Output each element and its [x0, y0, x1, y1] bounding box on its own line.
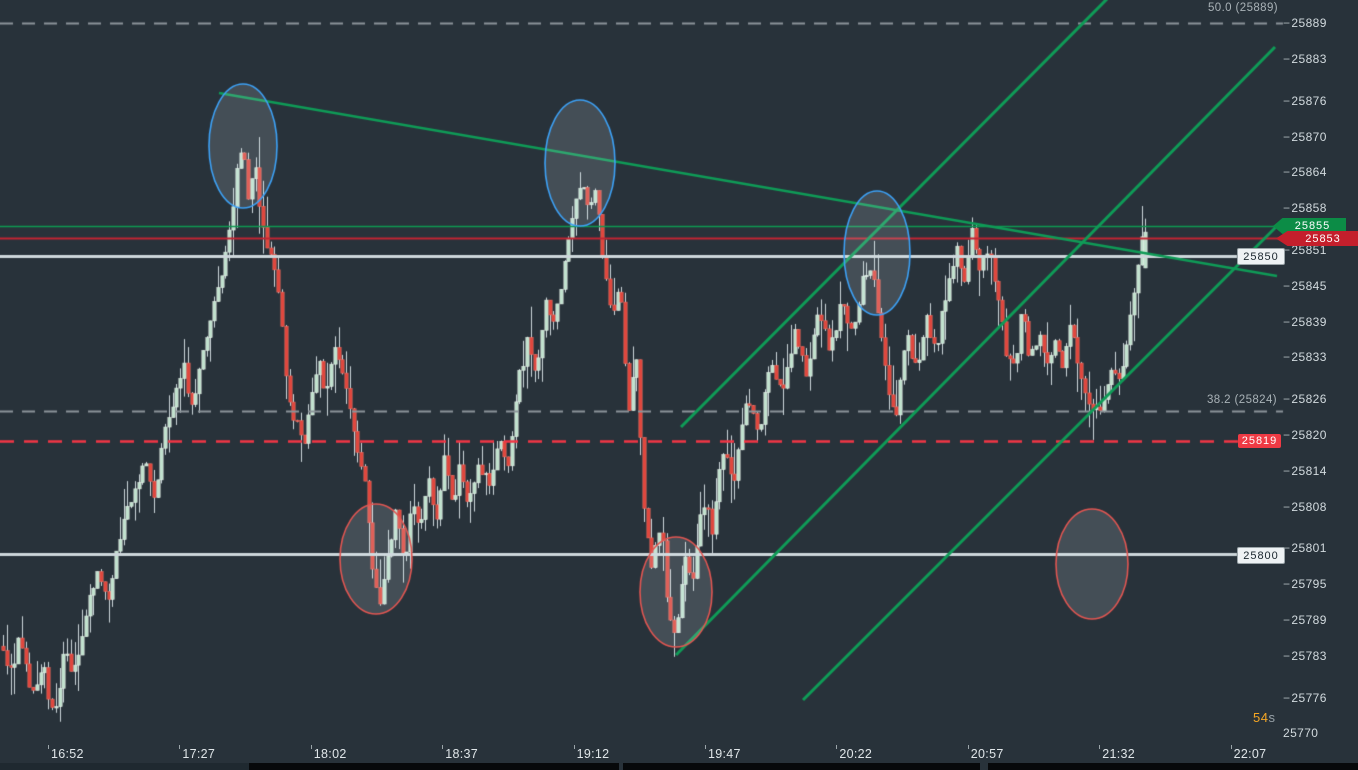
price-axis-tick: −	[1283, 350, 1291, 365]
price-axis-tick: −	[1283, 463, 1291, 478]
time-axis-tick	[705, 745, 706, 749]
time-axis-tick	[179, 745, 181, 749]
time-axis-tick	[573, 745, 575, 749]
time-axis-tick	[836, 745, 838, 749]
time-axis-label: 18:02	[313, 747, 347, 761]
time-axis-tick	[48, 745, 49, 749]
time-axis-label: 19:12	[576, 747, 610, 761]
time-axis-label: 16:52	[51, 747, 84, 761]
price-axis-label: −25851	[1283, 243, 1327, 258]
bottom-bar-segment	[623, 763, 980, 770]
price-axis-tick: −	[1283, 427, 1291, 442]
bar-countdown-value: 54	[1253, 710, 1269, 725]
price-axis-tick: −	[1283, 577, 1291, 592]
price-axis-label: −25858	[1283, 201, 1327, 216]
bar-countdown: 54s	[1253, 710, 1275, 725]
bottom-bar-segment	[988, 763, 1358, 770]
fib-level-label-50: 50.0 (25889)	[1207, 2, 1278, 14]
time-axis-tick	[1099, 745, 1101, 749]
price-axis-label: −25864	[1283, 165, 1327, 180]
price-axis-tick: −	[1283, 612, 1291, 627]
fib-level-label-382: 38.2 (25824)	[1206, 394, 1277, 406]
time-axis-label: 20:57	[970, 747, 1004, 761]
price-axis-tick: −	[1283, 690, 1291, 705]
time-axis-label: 20:22	[839, 747, 873, 761]
price-axis-tick: −	[1283, 16, 1291, 31]
time-axis-tick	[310, 745, 312, 749]
price-axis-tick: −	[1283, 201, 1291, 216]
price-axis-label: −25776	[1283, 690, 1327, 705]
time-axis-tick	[967, 745, 969, 749]
price-axis-label: −25789	[1283, 612, 1327, 627]
bar-countdown-unit: s	[1268, 710, 1276, 725]
price-axis-label: −25870	[1283, 129, 1327, 144]
price-axis-label: −25845	[1283, 278, 1327, 293]
price-axis-tick: −	[1283, 541, 1291, 556]
price-axis-label: −25839	[1283, 314, 1327, 329]
price-axis-label: −25808	[1283, 499, 1327, 514]
time-axis-label: 19:47	[708, 747, 741, 761]
time-axis-label: 18:37	[445, 747, 478, 761]
price-axis-label: −25826	[1283, 392, 1327, 407]
price-axis-label: −25814	[1283, 463, 1327, 478]
price-axis-tick: −	[1283, 129, 1291, 144]
time-axis-label: 22:07	[1233, 747, 1267, 761]
hline-price-tag-25850: 25850	[1237, 248, 1285, 265]
ask-price-tag: 25855	[1273, 218, 1346, 234]
dashed-level-price-tag-25819: 25819	[1238, 434, 1281, 448]
price-axis-label: −25820	[1283, 427, 1327, 442]
price-axis-label: −25833	[1283, 350, 1327, 365]
time-axis[interactable]: 16:52 17:27 18:02 18:37 19:12 19:47 20:22 20:57…	[0, 744, 1358, 763]
price-axis-tick: −	[1283, 392, 1291, 407]
bottom-bar-segment	[249, 763, 619, 770]
price-axis-label: −25876	[1283, 93, 1327, 108]
bottom-bar-segment	[0, 763, 249, 770]
price-axis-tick: −	[1283, 52, 1291, 67]
time-axis-tick	[442, 745, 444, 749]
price-axis-label: −25889	[1283, 16, 1327, 31]
price-axis-label: −25883	[1283, 52, 1327, 67]
price-axis[interactable]: −25889 −25883 −25876 −25870 −25864 −25858 −258…	[1283, 0, 1358, 744]
time-axis-label: 21:32	[1102, 747, 1135, 761]
price-axis-tick: −	[1283, 165, 1291, 180]
bid-price-tag: 25853	[1276, 231, 1358, 246]
price-axis-tick: −	[1283, 243, 1291, 258]
price-axis-tick: −	[1283, 93, 1291, 108]
price-axis-label: −25783	[1283, 648, 1327, 663]
bottom-edge-bar	[0, 763, 1358, 770]
price-axis-label: −25801	[1283, 541, 1327, 556]
price-axis-label: 25770	[1283, 726, 1319, 741]
price-axis-tick: −	[1283, 499, 1291, 514]
time-axis-label: 17:27	[182, 747, 216, 761]
price-axis-tick: −	[1283, 648, 1291, 663]
hline-price-tag-25800: 25800	[1237, 547, 1285, 564]
price-axis-tick: −	[1283, 314, 1291, 329]
time-axis-tick	[1230, 745, 1232, 749]
price-axis-tick: −	[1283, 278, 1291, 293]
price-axis-label: −25795	[1283, 577, 1327, 592]
